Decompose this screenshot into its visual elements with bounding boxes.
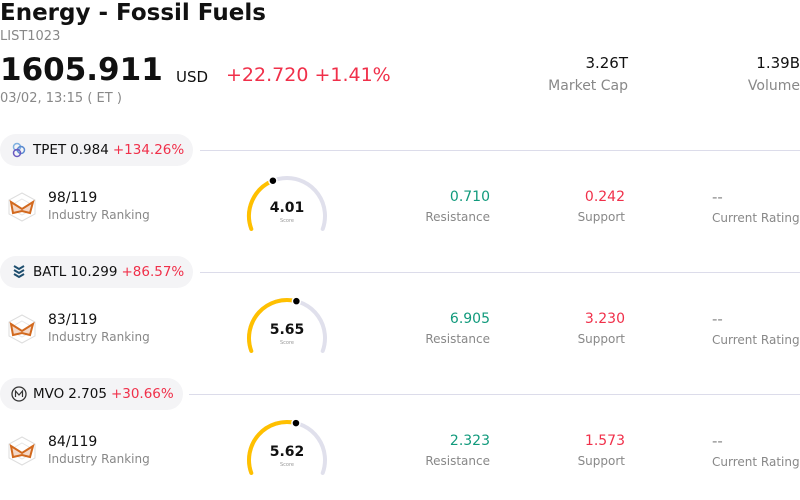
gauge-fill: [247, 298, 299, 353]
rating-label: Current Rating: [712, 455, 800, 469]
resistance-value: 6.905: [449, 311, 490, 327]
stock-price: 2.705: [68, 386, 107, 402]
volume-label: Volume: [747, 78, 800, 94]
stock-row[interactable]: BATL 10.299 +86.57% 83/119 Industry Rankin…: [0, 256, 800, 378]
score-value: 4.01: [269, 200, 305, 216]
volume-value: 1.39B: [756, 54, 800, 72]
radar-chart-icon: [8, 314, 36, 344]
m-circle-logo-icon: [11, 386, 27, 402]
gauge-marker: [268, 175, 278, 186]
stock-price: 10.299: [70, 264, 118, 280]
radar-chart-icon: [8, 436, 36, 466]
industry-rank-label: Industry Ranking: [48, 452, 150, 466]
score-gauge: [247, 296, 327, 353]
score-value: 5.65: [269, 322, 305, 338]
support-value: 1.573: [584, 433, 625, 449]
ticker: MVO: [33, 386, 65, 402]
stock-change: +134.26%: [112, 142, 185, 158]
change-value: +22.720: [226, 64, 309, 86]
support-label: Support: [577, 332, 625, 346]
industry-rank-label: Industry Ranking: [48, 330, 150, 344]
divider: [200, 150, 800, 151]
stock-price: 0.984: [70, 142, 109, 158]
gauge-fill: [247, 178, 275, 231]
chevron-stack-logo-icon: [11, 264, 27, 280]
index-price: 1605.911: [0, 52, 163, 88]
interlocking-circles-logo-icon: [11, 142, 27, 158]
rating-label: Current Rating: [712, 333, 800, 347]
radar-chart-icon: [8, 192, 36, 222]
support-label: Support: [577, 454, 625, 468]
score-label: Score: [279, 218, 294, 224]
support-value: 0.242: [584, 189, 625, 205]
stock-row[interactable]: TPET 0.984 +134.26% 98/119 Industry Rankin…: [0, 134, 800, 256]
stock-pill[interactable]: TPET 0.984 +134.26%: [0, 134, 194, 166]
rating-label: Current Rating: [712, 211, 800, 225]
score-gauge: [247, 418, 327, 475]
list-code: LIST1023: [0, 29, 61, 44]
industry-rank: 83/119: [48, 312, 98, 328]
industry-rank-label: Industry Ranking: [48, 208, 150, 222]
ticker: TPET: [33, 142, 67, 158]
ticker: BATL: [33, 264, 67, 280]
support-label: Support: [577, 210, 625, 224]
divider: [189, 394, 800, 395]
resistance-label: Resistance: [425, 210, 490, 224]
gauge-marker: [291, 296, 302, 306]
stock-change: +30.66%: [110, 386, 174, 402]
gauge-fill: [247, 420, 298, 475]
stock-row[interactable]: MVO 2.705 +30.66% 84/119 Industry Ranking …: [0, 378, 800, 500]
stock-pill[interactable]: BATL 10.299 +86.57%: [0, 256, 194, 288]
score-label: Score: [279, 462, 294, 468]
rating-value: --: [712, 188, 723, 206]
price-change: +22.720 +1.41%: [226, 64, 391, 86]
resistance-value: 0.710: [449, 189, 490, 205]
score-gauge: [247, 175, 327, 231]
gauge-marker: [291, 418, 301, 428]
resistance-value: 2.323: [449, 433, 490, 449]
market-cap-value: 3.26T: [585, 54, 628, 72]
score-value: 5.62: [269, 444, 305, 460]
stock-pill[interactable]: MVO 2.705 +30.66%: [0, 378, 183, 410]
timestamp: 03/02, 13:15 ( ET ): [0, 91, 122, 106]
divider: [200, 272, 800, 273]
change-pct: +1.41%: [314, 64, 391, 86]
market-cap-label: Market Cap: [548, 78, 628, 94]
resistance-label: Resistance: [425, 454, 490, 468]
resistance-label: Resistance: [425, 332, 490, 346]
score-label: Score: [279, 340, 294, 346]
industry-rank: 98/119: [48, 190, 98, 206]
rating-value: --: [712, 310, 723, 328]
industry-rank: 84/119: [48, 434, 98, 450]
stock-change: +86.57%: [121, 264, 185, 280]
currency: USD: [176, 68, 209, 86]
rating-value: --: [712, 432, 723, 450]
support-value: 3.230: [584, 311, 625, 327]
page-title: Energy - Fossil Fuels: [0, 0, 266, 26]
